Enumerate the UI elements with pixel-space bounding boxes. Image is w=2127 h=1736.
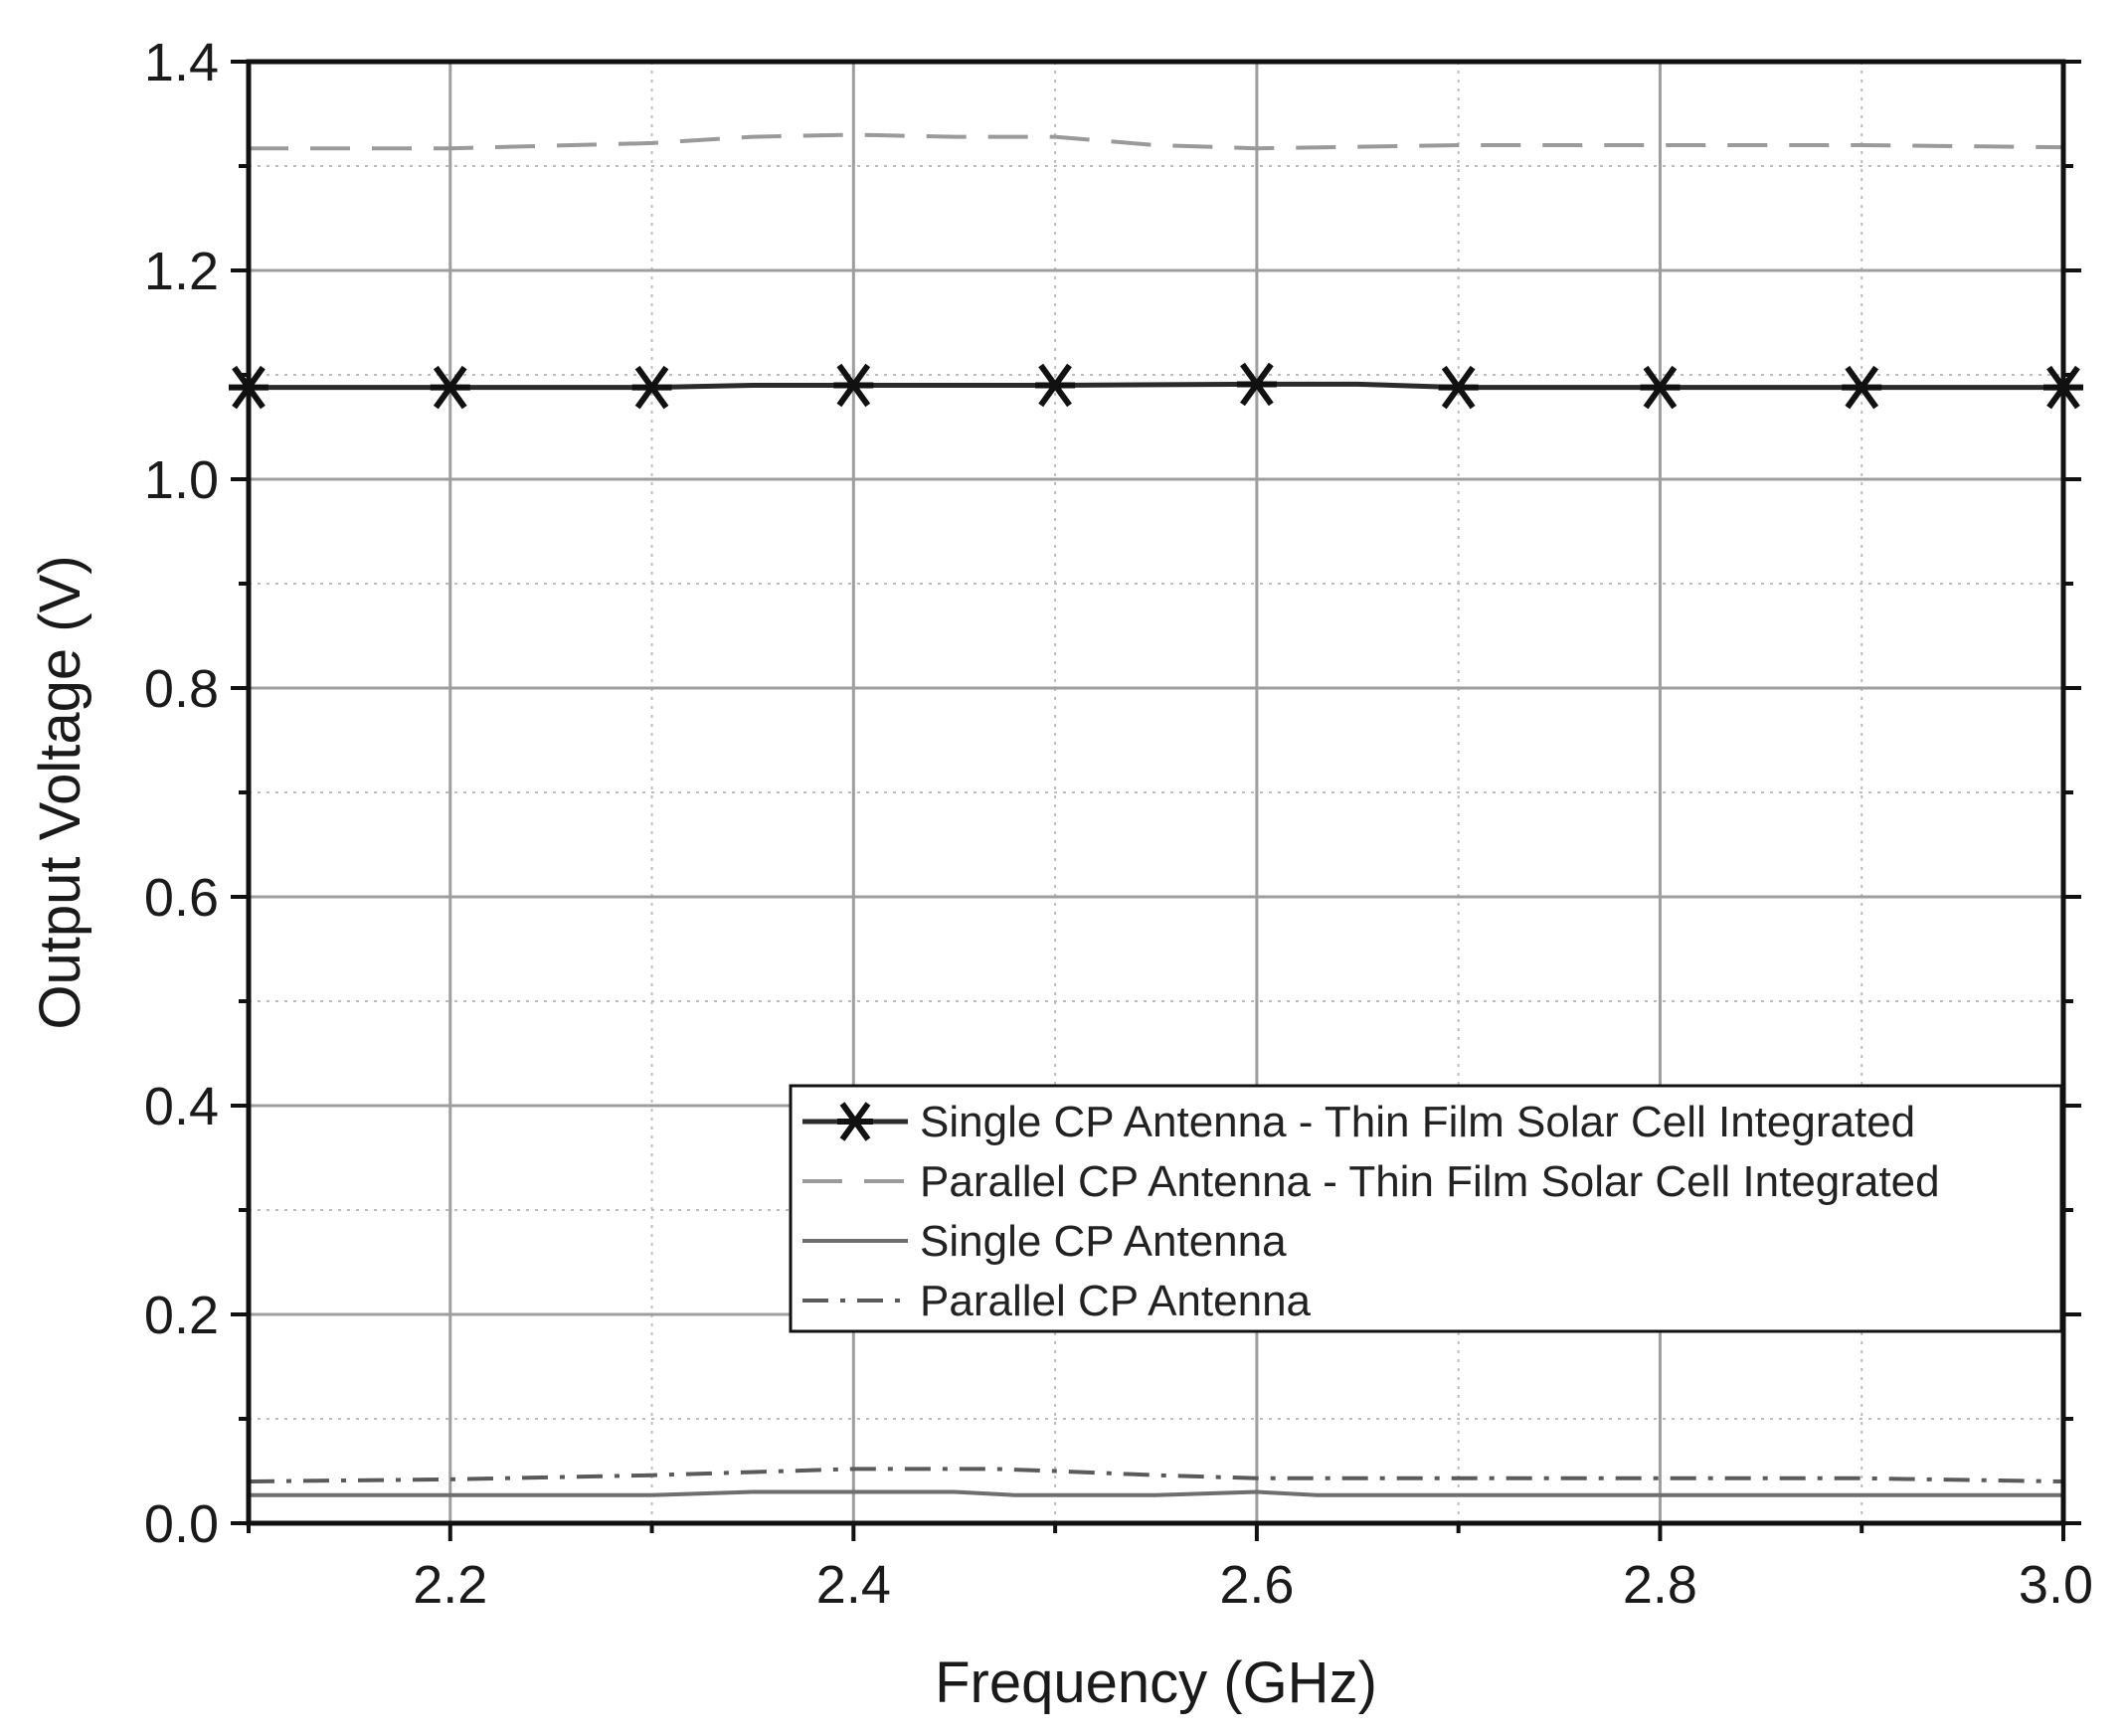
legend-entry: Parallel CP Antenna	[802, 1277, 1312, 1325]
x-tick-label: 2.8	[1623, 1555, 1697, 1615]
series-line	[249, 381, 2063, 391]
series-line	[248, 1467, 2064, 1483]
star-marker	[1842, 365, 1882, 410]
y-tick-label: 0.0	[144, 1494, 219, 1554]
star-marker	[430, 365, 470, 410]
y-tick-label: 1.2	[144, 242, 219, 301]
legend-entry: Parallel CP Antenna - Thin Film Solar Ce…	[802, 1157, 1940, 1206]
legend-label: Single CP Antenna - Thin Film Solar Cell…	[920, 1098, 1915, 1146]
series-layer	[229, 132, 2083, 1497]
y-tick-label: 1.0	[144, 450, 219, 510]
x-tick-label: 2.4	[816, 1555, 891, 1615]
x-tick-label: 2.6	[1219, 1555, 1294, 1615]
x-tick-labels: 2.2 2.4 2.6 2.8 3.0	[413, 1555, 2093, 1615]
y-axis-title: Output Voltage (V)	[28, 555, 92, 1029]
y-tick-label: 0.2	[144, 1286, 219, 1345]
series-2	[249, 1489, 2063, 1497]
legend: Single CP Antenna - Thin Film Solar Cell…	[789, 1084, 2063, 1333]
legend-star-marker	[837, 1102, 873, 1141]
series-line	[249, 1489, 2063, 1497]
y-tick-label: 0.6	[144, 868, 219, 928]
x-tick-label: 2.2	[413, 1555, 487, 1615]
axis-ticks	[231, 60, 2081, 1541]
y-tick-labels: 0.0 0.2 0.4 0.6 0.8 1.0 1.2 1.4	[144, 33, 219, 1554]
series-1	[249, 132, 2064, 151]
series-line	[249, 132, 2064, 151]
star-marker	[631, 365, 672, 410]
legend-entry: Single CP Antenna - Thin Film Solar Cell…	[802, 1098, 1915, 1146]
y-tick-label: 1.4	[144, 33, 219, 92]
legend-label: Single CP Antenna	[920, 1217, 1287, 1266]
legend-box	[789, 1084, 2063, 1333]
legend-entry: Single CP Antenna	[802, 1217, 1287, 1266]
x-axis-title: Frequency (GHz)	[935, 1650, 1377, 1715]
series-3	[248, 1467, 2064, 1483]
x-tick-label: 3.0	[2019, 1555, 2093, 1615]
legend-label: Parallel CP Antenna	[920, 1277, 1312, 1325]
star-marker	[1236, 362, 1277, 407]
star-marker	[1438, 365, 1479, 410]
star-marker	[1640, 365, 1681, 410]
legend-label: Parallel CP Antenna - Thin Film Solar Ce…	[920, 1157, 1940, 1206]
y-tick-label: 0.8	[144, 659, 219, 719]
star-marker	[1035, 363, 1076, 408]
y-tick-label: 0.4	[144, 1077, 219, 1136]
star-marker	[833, 363, 874, 408]
series-0	[229, 362, 2083, 410]
